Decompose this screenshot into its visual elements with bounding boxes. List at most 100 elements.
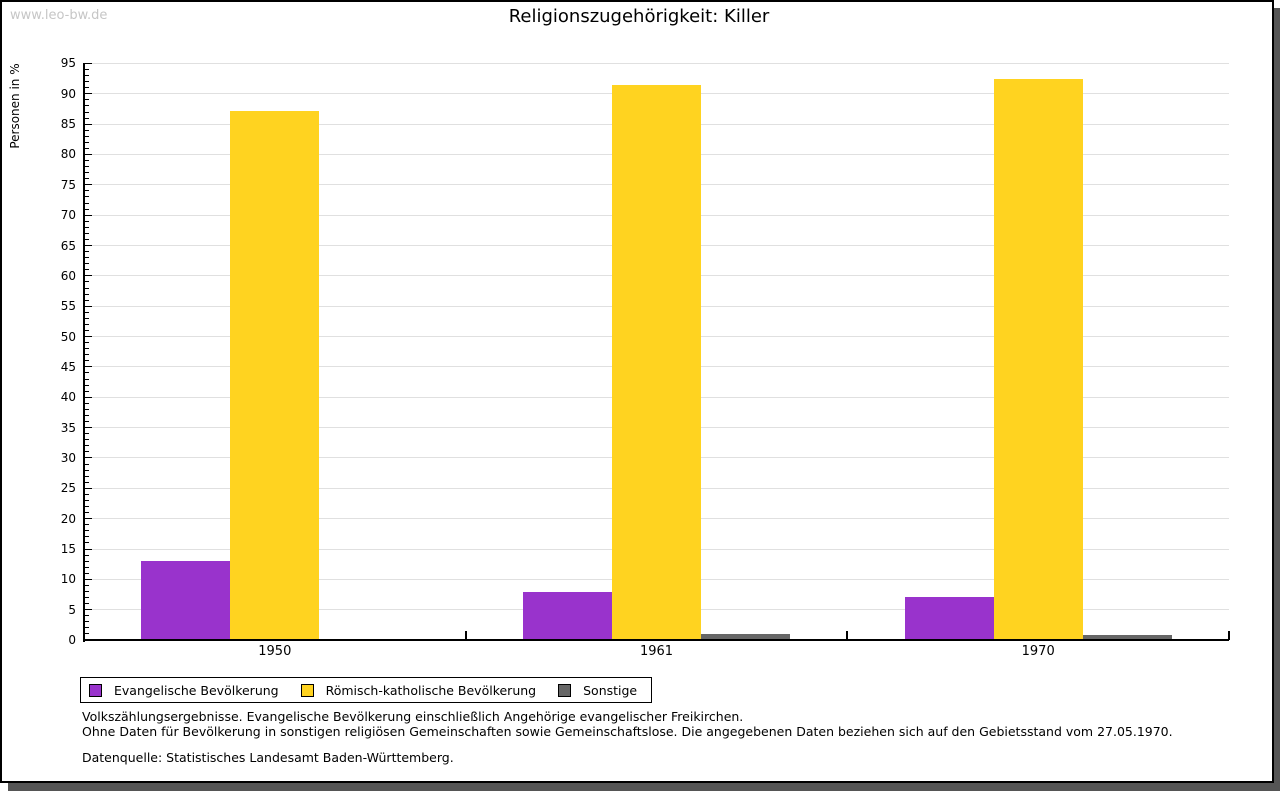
y-minor-tick (85, 202, 89, 204)
y-minor-tick (85, 572, 89, 574)
y-major-tick (85, 123, 92, 125)
y-minor-tick (85, 627, 89, 629)
y-tick-label: 30 (60, 450, 76, 465)
x-tick-label: 1950 (258, 644, 292, 659)
y-minor-tick (85, 135, 89, 137)
y-tick-label: 55 (60, 299, 76, 314)
y-tick-label: 95 (60, 56, 76, 71)
y-minor-tick (85, 554, 89, 556)
y-minor-tick (85, 469, 89, 471)
x-boundary-tick (846, 631, 849, 640)
y-minor-tick (85, 99, 89, 101)
y-tick-label: 25 (60, 481, 76, 496)
legend-swatch-katholische (300, 683, 314, 697)
y-major-tick (85, 214, 92, 216)
y-major-tick (85, 366, 92, 368)
bar-evangelische-bev-lkerung-1970 (904, 596, 994, 640)
y-tick-label: 85 (60, 117, 76, 132)
y-minor-tick (85, 111, 89, 113)
y-minor-tick (85, 566, 89, 568)
y-minor-tick (85, 439, 89, 441)
y-minor-tick (85, 330, 89, 331)
y-minor-tick (85, 451, 89, 453)
y-minor-tick (85, 75, 89, 76)
y-minor-tick (85, 196, 89, 198)
legend-swatch-evangelische (89, 683, 102, 697)
y-major-tick (85, 245, 92, 246)
y-minor-tick (85, 384, 89, 386)
y-major-tick (85, 62, 92, 64)
legend-swatch-sonstige (558, 683, 572, 697)
y-minor-tick (85, 147, 89, 149)
y-tick-label: 50 (60, 329, 76, 344)
y-minor-tick (85, 493, 89, 495)
y-major-tick (85, 487, 92, 489)
y-minor-tick (85, 323, 89, 325)
y-minor-tick (85, 172, 89, 174)
y-major-tick (85, 578, 92, 580)
y-major-tick (85, 336, 92, 337)
y-minor-tick (85, 445, 89, 447)
y-minor-tick (85, 463, 89, 465)
y-major-tick (85, 93, 92, 95)
y-tick-label: 80 (60, 147, 76, 162)
y-minor-tick (85, 633, 89, 635)
y-minor-tick (85, 342, 89, 344)
y-major-tick (85, 548, 92, 550)
y-minor-tick (85, 348, 89, 350)
y-tick-label: 0 (68, 633, 76, 647)
x-tick-label: 1961 (639, 644, 674, 659)
bar-evangelische-bev-lkerung-1950 (141, 561, 231, 640)
legend-label-katholische: Römisch-katholische Bevölkerung (325, 682, 537, 698)
y-minor-tick (85, 69, 89, 70)
y-minor-tick (85, 263, 89, 265)
y-minor-tick (85, 160, 89, 161)
y-major-tick (85, 427, 92, 429)
bar-r-misch-katholische-bev-lkerung-1961 (612, 85, 701, 640)
y-minor-tick (85, 402, 89, 404)
y-minor-tick (85, 166, 89, 168)
y-minor-tick (85, 87, 89, 89)
y-minor-tick (85, 220, 89, 222)
y-minor-tick (85, 615, 89, 617)
bar-r-misch-katholische-bev-lkerung-1950 (230, 111, 320, 640)
y-minor-tick (85, 372, 89, 374)
bar-sonstige-1961 (701, 633, 790, 640)
bar-evangelische-bev-lkerung-1961 (523, 592, 612, 640)
footnote-line-1: Volkszählungsergebnisse. Evangelische Be… (82, 709, 744, 724)
y-major-tick (85, 153, 92, 155)
footnote-line-2: Ohne Daten für Bevölkerung in sonstigen … (82, 723, 1173, 739)
y-tick-label: 60 (60, 268, 76, 283)
chart-title: Religionszugehörigkeit: Killer (508, 6, 770, 27)
y-minor-tick (85, 506, 89, 507)
gridline (84, 62, 1229, 64)
y-axis-line (83, 63, 85, 642)
y-tick-label: 90 (60, 86, 76, 101)
bar-r-misch-katholische-bev-lkerung-1970 (993, 79, 1083, 640)
y-minor-tick (85, 390, 89, 392)
y-tick-label: 45 (60, 359, 76, 374)
y-minor-tick (85, 141, 89, 143)
y-minor-tick (85, 475, 89, 477)
y-minor-tick (85, 178, 89, 180)
y-minor-tick (85, 226, 89, 228)
y-minor-tick (85, 269, 89, 271)
y-minor-tick (85, 481, 89, 483)
y-minor-tick (85, 251, 89, 253)
x-tick-label: 1970 (1021, 644, 1055, 659)
y-minor-tick (85, 238, 89, 240)
y-minor-tick (85, 311, 89, 313)
y-major-tick (85, 184, 92, 186)
y-minor-tick (85, 257, 89, 259)
y-major-tick (85, 609, 92, 611)
x-boundary-tick (1228, 631, 1230, 640)
y-minor-tick (85, 81, 89, 83)
y-major-tick (85, 518, 92, 520)
y-minor-tick (85, 117, 89, 119)
y-minor-tick (85, 524, 89, 526)
legend-label-evangelische: Evangelische Bevölkerung (114, 682, 279, 698)
y-tick-label: 5 (68, 602, 76, 617)
y-minor-tick (85, 190, 89, 192)
y-minor-tick (85, 512, 89, 513)
